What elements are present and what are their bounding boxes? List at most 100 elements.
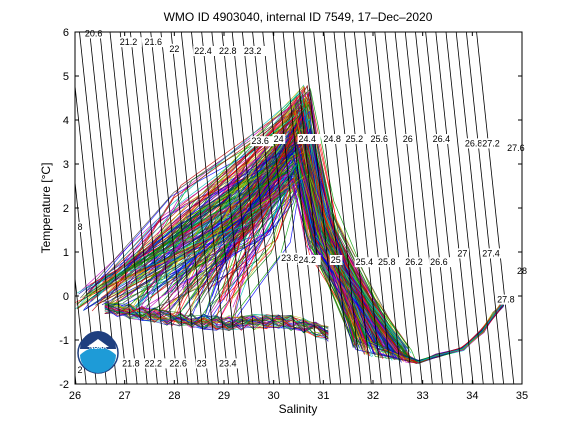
x-tick-label: 35 bbox=[516, 390, 528, 402]
profile-line bbox=[76, 103, 392, 356]
contour-label-bg bbox=[121, 358, 145, 369]
contour-label-bg bbox=[195, 358, 209, 369]
contour-label-bg bbox=[369, 134, 393, 144]
contour-label-bg bbox=[242, 46, 267, 56]
density-contour-line bbox=[374, 32, 413, 384]
profile-line bbox=[224, 177, 504, 364]
y-tick-label: -2 bbox=[59, 379, 69, 391]
x-tick-label: 28 bbox=[168, 390, 180, 402]
contour-label-bg bbox=[272, 134, 286, 144]
contour-label: 23.4 bbox=[219, 358, 237, 368]
contour-label: 26.6 bbox=[430, 257, 448, 267]
contour-label: 22.6 bbox=[169, 358, 187, 368]
density-contour-line bbox=[313, 32, 352, 384]
contour-label-bg bbox=[193, 46, 217, 56]
density-contour-line bbox=[272, 32, 311, 384]
density-contour-line bbox=[415, 32, 454, 384]
density-contour-line bbox=[384, 32, 423, 384]
profile-line bbox=[104, 305, 329, 340]
profile-line bbox=[104, 308, 329, 337]
density-contour-line bbox=[89, 32, 128, 384]
y-tick-label: -1 bbox=[59, 335, 69, 347]
contour-label-bg bbox=[76, 365, 84, 375]
density-contour-line bbox=[404, 32, 443, 384]
contour-label-bg bbox=[143, 358, 167, 369]
contour-label: 22.2 bbox=[145, 358, 163, 368]
contour-label-bg bbox=[506, 142, 530, 153]
noaa-logo-gull bbox=[87, 339, 109, 347]
x-tick-label: 32 bbox=[367, 390, 379, 402]
contour-label: 23.2 bbox=[244, 46, 262, 56]
contour-label: 26.4 bbox=[433, 134, 451, 144]
contour-label-bg bbox=[280, 252, 304, 263]
density-contour-line bbox=[476, 32, 515, 384]
contour-label: 25.8 bbox=[378, 257, 396, 267]
contour-label-bg bbox=[329, 255, 343, 265]
profile-line bbox=[190, 147, 360, 343]
contour-label: 23 bbox=[197, 358, 207, 368]
contour-label-bg bbox=[344, 134, 368, 144]
density-contour-line bbox=[445, 32, 484, 384]
contour-label: 26.2 bbox=[405, 257, 423, 267]
density-contour-line bbox=[435, 32, 474, 384]
density-contour-line bbox=[241, 32, 281, 384]
contour-label-bg bbox=[250, 136, 274, 147]
chart-title: WMO ID 4903040, internal ID 7549, 17–Dec… bbox=[164, 10, 433, 24]
profile-line bbox=[228, 129, 400, 357]
profile-line bbox=[210, 90, 413, 362]
density-contour-line bbox=[292, 32, 331, 384]
density-contour-line bbox=[180, 32, 219, 384]
contour-label: 24.2 bbox=[299, 255, 317, 265]
density-contour-line bbox=[191, 32, 230, 384]
contour-label-bg bbox=[218, 46, 242, 56]
profile-line bbox=[183, 117, 370, 357]
noaa-logo-wave bbox=[80, 347, 116, 373]
contour-label: 22.8 bbox=[219, 46, 237, 56]
contour-label: 22 bbox=[169, 44, 179, 54]
contour-label: 23.6 bbox=[251, 136, 269, 146]
profile-line bbox=[104, 304, 329, 342]
y-tick-label: 5 bbox=[63, 71, 69, 83]
density-contour-line bbox=[465, 32, 505, 384]
contour-label-bg bbox=[168, 358, 192, 369]
contour-label: 27.6 bbox=[507, 143, 525, 153]
profile-line bbox=[75, 118, 378, 354]
density-contour-line bbox=[394, 32, 433, 384]
contour-label-bg bbox=[354, 257, 378, 268]
noaa-logo: NOAA bbox=[77, 331, 119, 374]
density-contour-line bbox=[160, 32, 199, 384]
contour-label: 8 bbox=[77, 222, 82, 232]
contour-label-bg bbox=[143, 37, 167, 48]
x-tick-label: 34 bbox=[466, 390, 478, 402]
profile-line bbox=[170, 155, 368, 348]
profile-line bbox=[84, 145, 356, 349]
y-tick-label: 3 bbox=[63, 159, 69, 171]
contour-label-bg bbox=[376, 257, 401, 268]
contour-label-bg bbox=[481, 138, 505, 149]
density-contour-line bbox=[353, 32, 393, 384]
contour-label-bg bbox=[218, 358, 242, 369]
contour-label: 27.2 bbox=[482, 138, 500, 148]
contour-label: 24.8 bbox=[323, 134, 341, 144]
contour-label-bg bbox=[463, 138, 488, 149]
contour-label: 27.4 bbox=[482, 248, 500, 258]
x-tick-label: 29 bbox=[218, 390, 230, 402]
contour-label: 2 bbox=[77, 365, 82, 375]
profile-line bbox=[146, 129, 388, 356]
density-contour-line bbox=[201, 32, 240, 384]
density-contour-line bbox=[75, 274, 87, 384]
density-contour-line bbox=[170, 32, 209, 384]
contour-label: 26 bbox=[403, 134, 413, 144]
contour-label: 24 bbox=[274, 134, 284, 144]
density-contour-line bbox=[79, 32, 118, 384]
density-contour-line bbox=[343, 32, 382, 384]
contour-label-bg bbox=[431, 134, 455, 144]
profile-line bbox=[196, 92, 376, 343]
contour-label: 22.4 bbox=[194, 46, 212, 56]
contour-label: 25.6 bbox=[371, 134, 389, 144]
x-tick-label: 33 bbox=[417, 390, 429, 402]
density-contour-labels: 20.6 21.2 21.6 22 22.4 22.8 23.2 23.6 24 24.4 24.8… bbox=[76, 28, 530, 375]
profile-line bbox=[85, 143, 354, 348]
